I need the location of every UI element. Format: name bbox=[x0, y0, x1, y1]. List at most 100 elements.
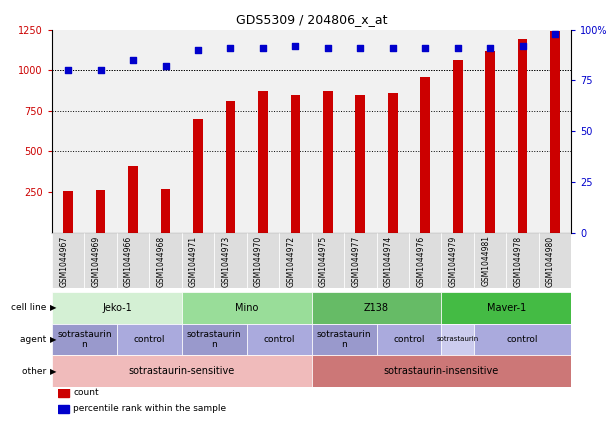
Point bbox=[96, 67, 106, 74]
Bar bbox=[420, 77, 430, 233]
Bar bbox=[149, 30, 182, 233]
Text: ▶: ▶ bbox=[50, 303, 57, 312]
Text: GSM1044967: GSM1044967 bbox=[59, 235, 68, 287]
Bar bbox=[442, 30, 474, 233]
Text: sotrastaurin
n: sotrastaurin n bbox=[316, 330, 371, 349]
Bar bbox=[485, 51, 495, 233]
Point bbox=[323, 44, 333, 51]
Bar bbox=[58, 404, 68, 413]
Text: Jeko-1: Jeko-1 bbox=[102, 303, 132, 313]
Text: GSM1044977: GSM1044977 bbox=[351, 235, 360, 287]
Text: GSM1044979: GSM1044979 bbox=[448, 235, 458, 287]
Bar bbox=[161, 189, 170, 233]
Bar bbox=[58, 388, 68, 397]
Bar bbox=[539, 233, 571, 288]
Bar bbox=[442, 233, 474, 288]
Text: GSM1044980: GSM1044980 bbox=[546, 235, 555, 286]
Bar bbox=[344, 233, 376, 288]
Point bbox=[550, 30, 560, 37]
Point bbox=[128, 57, 138, 63]
Point bbox=[356, 44, 365, 51]
Text: control: control bbox=[134, 335, 165, 344]
Point bbox=[258, 44, 268, 51]
Point bbox=[485, 44, 495, 51]
Text: GSM1044976: GSM1044976 bbox=[416, 235, 425, 287]
Bar bbox=[312, 292, 442, 324]
Text: count: count bbox=[73, 388, 99, 397]
Text: Maver-1: Maver-1 bbox=[487, 303, 526, 313]
Bar bbox=[312, 233, 344, 288]
Point bbox=[64, 67, 73, 74]
Text: GSM1044972: GSM1044972 bbox=[287, 235, 295, 286]
Bar bbox=[376, 30, 409, 233]
Bar bbox=[323, 91, 333, 233]
Bar bbox=[96, 190, 106, 233]
Bar bbox=[442, 324, 474, 355]
Bar bbox=[182, 30, 214, 233]
Bar bbox=[247, 233, 279, 288]
Bar bbox=[52, 324, 117, 355]
Bar bbox=[312, 324, 376, 355]
Text: GSM1044978: GSM1044978 bbox=[514, 235, 522, 286]
Point bbox=[518, 42, 527, 49]
Text: GSM1044969: GSM1044969 bbox=[92, 235, 101, 287]
Text: sotrastaurin
n: sotrastaurin n bbox=[57, 330, 112, 349]
Bar bbox=[52, 30, 84, 233]
Text: GSM1044968: GSM1044968 bbox=[156, 235, 166, 286]
Bar bbox=[128, 166, 138, 233]
Text: GSM1044973: GSM1044973 bbox=[221, 235, 230, 287]
Text: GSM1044981: GSM1044981 bbox=[481, 235, 490, 286]
Bar bbox=[279, 30, 312, 233]
Point bbox=[388, 44, 398, 51]
Bar bbox=[453, 60, 463, 233]
Bar bbox=[247, 30, 279, 233]
Bar bbox=[376, 233, 409, 288]
Bar bbox=[474, 324, 571, 355]
Bar bbox=[149, 233, 182, 288]
Bar bbox=[290, 95, 300, 233]
Bar bbox=[312, 30, 344, 233]
Bar bbox=[84, 233, 117, 288]
Bar bbox=[539, 30, 571, 233]
Bar bbox=[550, 31, 560, 233]
Text: sotrastaurin-sensitive: sotrastaurin-sensitive bbox=[129, 366, 235, 376]
Bar bbox=[409, 30, 442, 233]
Text: ▶: ▶ bbox=[50, 367, 57, 376]
Bar bbox=[507, 30, 539, 233]
Bar bbox=[507, 233, 539, 288]
Text: GDS5309 / 204806_x_at: GDS5309 / 204806_x_at bbox=[236, 13, 387, 26]
Bar bbox=[312, 355, 571, 387]
Bar bbox=[52, 233, 84, 288]
Bar bbox=[279, 233, 312, 288]
Text: cell line: cell line bbox=[10, 303, 49, 312]
Bar bbox=[214, 30, 247, 233]
Point bbox=[453, 44, 463, 51]
Bar bbox=[182, 233, 214, 288]
Text: sotrastaurin
n: sotrastaurin n bbox=[187, 330, 241, 349]
Bar bbox=[356, 95, 365, 233]
Point bbox=[290, 42, 300, 49]
Text: agent: agent bbox=[20, 335, 49, 344]
Bar bbox=[247, 324, 312, 355]
Text: control: control bbox=[263, 335, 295, 344]
Text: control: control bbox=[393, 335, 425, 344]
Bar bbox=[193, 119, 203, 233]
Text: GSM1044970: GSM1044970 bbox=[254, 235, 263, 287]
Bar bbox=[518, 39, 527, 233]
Text: sotrastaurin-insensitive: sotrastaurin-insensitive bbox=[384, 366, 499, 376]
Bar bbox=[376, 324, 442, 355]
Bar bbox=[52, 355, 312, 387]
Bar bbox=[117, 30, 149, 233]
Bar bbox=[388, 93, 398, 233]
Bar bbox=[182, 324, 247, 355]
Bar bbox=[84, 30, 117, 233]
Bar bbox=[225, 101, 235, 233]
Bar bbox=[117, 233, 149, 288]
Bar bbox=[182, 292, 312, 324]
Bar bbox=[474, 30, 507, 233]
Bar bbox=[214, 233, 247, 288]
Text: GSM1044974: GSM1044974 bbox=[384, 235, 393, 287]
Bar bbox=[442, 292, 571, 324]
Text: percentile rank within the sample: percentile rank within the sample bbox=[73, 404, 227, 413]
Text: other: other bbox=[22, 367, 49, 376]
